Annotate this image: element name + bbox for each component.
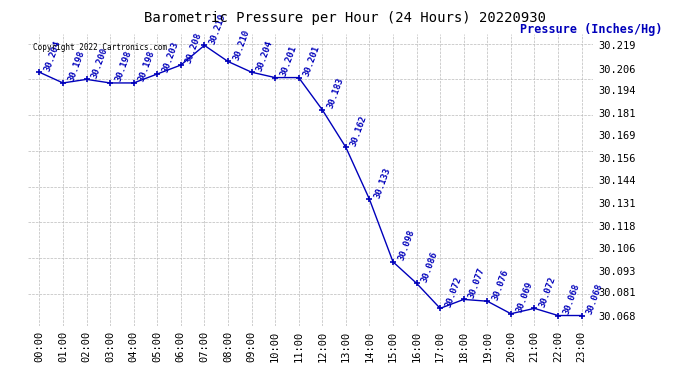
Text: 30.208: 30.208: [184, 32, 204, 65]
Text: 30.068: 30.068: [562, 282, 581, 315]
Text: 30.201: 30.201: [279, 44, 298, 78]
Text: 30.072: 30.072: [444, 275, 463, 308]
Text: 30.183: 30.183: [326, 76, 345, 110]
Text: Copyright 2022 Cartronics.com: Copyright 2022 Cartronics.com: [33, 42, 168, 51]
Text: 30.098: 30.098: [397, 228, 416, 262]
Text: 30.200: 30.200: [90, 46, 110, 80]
Text: 30.162: 30.162: [349, 114, 369, 147]
Text: 30.219: 30.219: [208, 12, 228, 45]
Text: Pressure (Inches/Hg): Pressure (Inches/Hg): [520, 22, 662, 36]
Text: 30.204: 30.204: [43, 39, 62, 72]
Text: 30.072: 30.072: [538, 275, 558, 308]
Text: 30.076: 30.076: [491, 268, 511, 301]
Text: 30.198: 30.198: [66, 50, 86, 83]
Text: 30.201: 30.201: [302, 44, 322, 78]
Text: 30.133: 30.133: [373, 166, 393, 199]
Text: 30.077: 30.077: [467, 266, 486, 299]
Text: 30.210: 30.210: [232, 28, 251, 62]
Text: 30.204: 30.204: [255, 39, 275, 72]
Text: Barometric Pressure per Hour (24 Hours) 20220930: Barometric Pressure per Hour (24 Hours) …: [144, 11, 546, 25]
Text: 30.198: 30.198: [114, 50, 133, 83]
Text: 30.069: 30.069: [515, 280, 534, 314]
Text: 30.086: 30.086: [420, 250, 440, 284]
Text: 30.203: 30.203: [161, 40, 180, 74]
Text: 30.068: 30.068: [585, 282, 604, 315]
Text: 30.198: 30.198: [137, 50, 157, 83]
